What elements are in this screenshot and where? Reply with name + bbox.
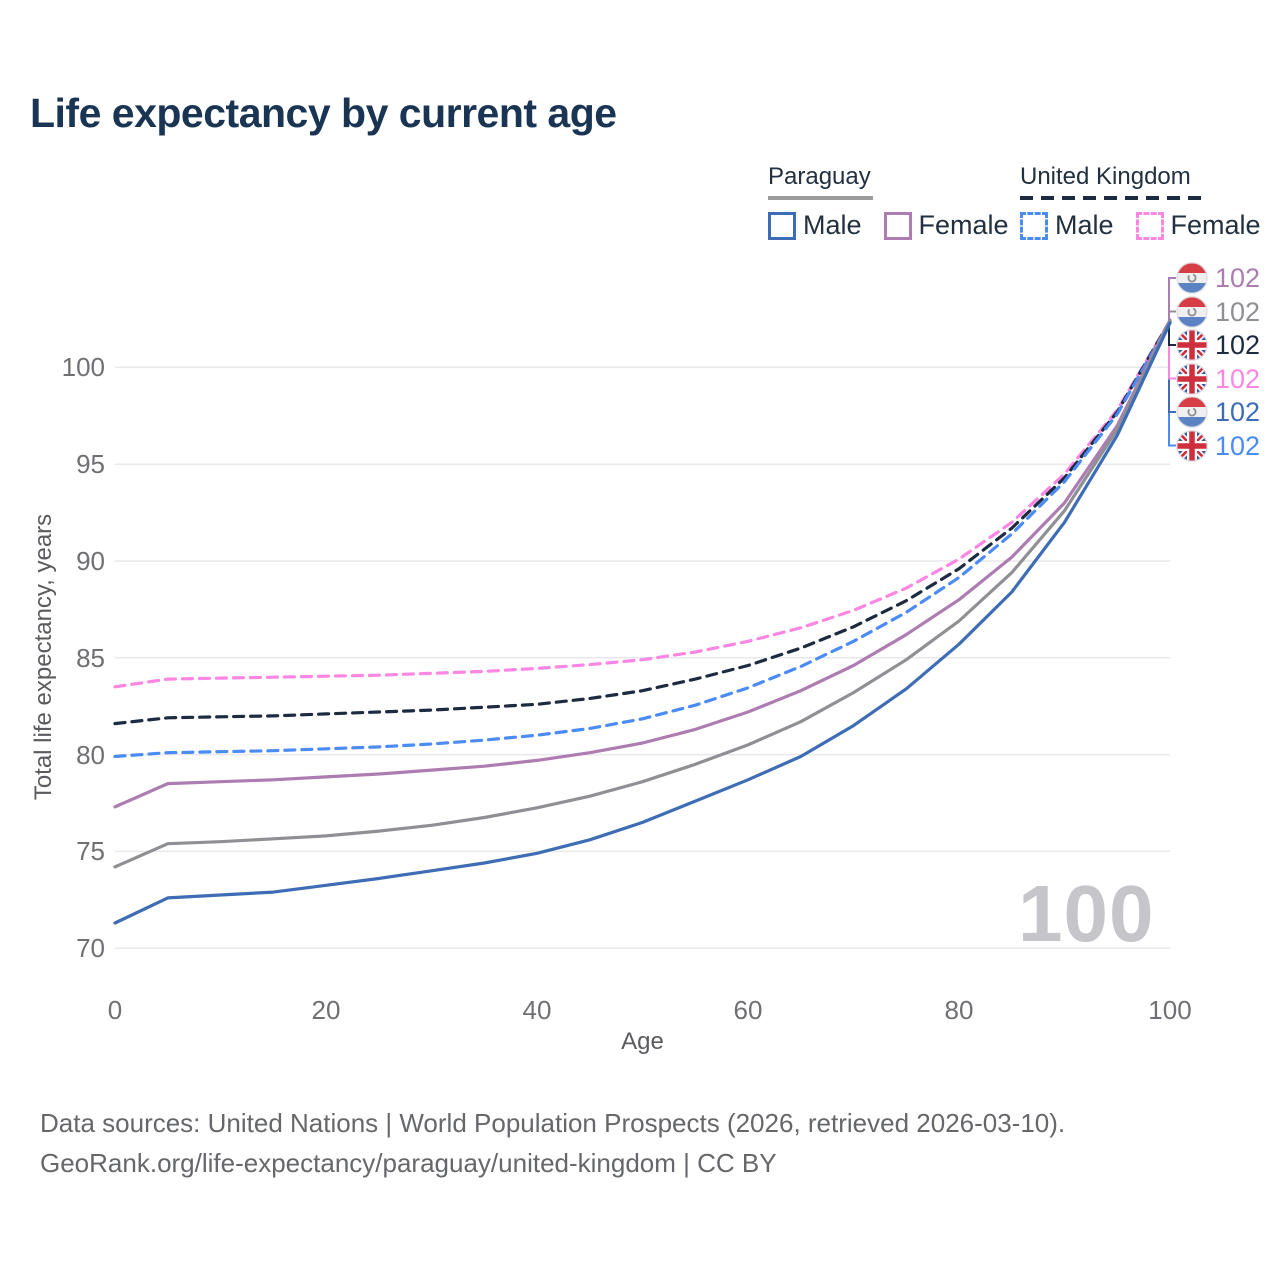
y-tick-label-70: 70 xyxy=(76,933,105,964)
leader-line-paraguay-male xyxy=(1168,321,1176,413)
x-tick-label-80: 80 xyxy=(944,995,974,1025)
legend-item-uk-male[interactable]: Male xyxy=(1020,210,1114,241)
uk-flag-icon xyxy=(1176,363,1208,394)
page-title: Life expectancy by current age xyxy=(30,90,617,136)
legend-item-label: Female xyxy=(918,210,1009,240)
legend-item-uk-female[interactable]: Female xyxy=(1135,210,1261,241)
legend-uk-underline xyxy=(1020,196,1206,200)
uk-flag-icon xyxy=(1176,430,1208,461)
legend-paraguay-title: Paraguay xyxy=(768,163,871,190)
legend-item-label: Female xyxy=(1170,210,1261,240)
series-line-paraguay-all[interactable] xyxy=(113,319,1172,869)
legend-paraguay: Paraguay Male Female xyxy=(768,163,1009,241)
x-tick-label-20: 20 xyxy=(311,995,341,1025)
leader-line-united_kingdom-male xyxy=(1168,321,1176,447)
end-label-value: 102 xyxy=(1215,363,1261,394)
series-line-united_kingdom-all[interactable] xyxy=(113,319,1172,726)
paraguay-flag-icon xyxy=(1176,296,1208,327)
x-axis-title: Age xyxy=(621,1028,664,1055)
legend-item-label: Male xyxy=(1055,210,1114,240)
end-label-row-paraguay-male: 102 xyxy=(1176,396,1260,428)
end-label-row-paraguay-all: 102 xyxy=(1176,296,1260,328)
end-label-row-united_kingdom-female: 102 xyxy=(1176,363,1260,395)
legend-item-paraguay-female[interactable]: Female xyxy=(883,210,1009,241)
y-tick-label-90: 90 xyxy=(76,546,105,576)
x-tick-label-100: 100 xyxy=(1148,995,1192,1025)
end-label-value: 102 xyxy=(1215,430,1261,461)
x-tick-label-0: 0 xyxy=(107,995,123,1025)
leader-line-united_kingdom-female xyxy=(1168,321,1176,380)
paraguay-flag-icon xyxy=(1176,262,1208,294)
series-line-united_kingdom-female[interactable] xyxy=(113,319,1172,689)
legend-item-paraguay-male[interactable]: Male xyxy=(768,210,862,241)
series-line-united_kingdom-male[interactable] xyxy=(113,320,1172,759)
legend-item-label: Male xyxy=(803,210,862,240)
leader-line-united_kingdom-all xyxy=(1168,321,1176,346)
y-tick-label-100: 100 xyxy=(61,352,105,383)
end-label-value: 102 xyxy=(1215,296,1261,327)
footer-data-sources: Data sources: United Nations | World Pop… xyxy=(40,1108,1066,1138)
leader-line-paraguay-female xyxy=(1168,277,1176,322)
y-tick-label-75: 75 xyxy=(76,836,105,867)
uk-male-swatch-icon xyxy=(1020,211,1048,240)
footer-attribution[interactable]: GeoRank.org/life-expectancy/paraguay/uni… xyxy=(40,1148,777,1178)
legend-paraguay-underline xyxy=(768,196,873,200)
current-age-indicator: 100 xyxy=(1018,869,1155,958)
end-label-value: 102 xyxy=(1215,397,1261,427)
end-label-row-united_kingdom-all: 102 xyxy=(1176,329,1260,361)
paraguay-male-swatch-icon xyxy=(768,211,796,240)
paraguay-female-swatch-icon xyxy=(883,211,912,240)
y-tick-label-85: 85 xyxy=(76,642,105,673)
end-label-row-paraguay-female: 102 xyxy=(1176,262,1260,294)
legend-uk-title: United Kingdom xyxy=(1020,163,1191,190)
y-tick-label-80: 80 xyxy=(76,739,105,770)
end-label-value: 102 xyxy=(1215,330,1261,360)
end-label-value: 102 xyxy=(1215,263,1261,293)
x-tick-label-60: 60 xyxy=(733,995,763,1025)
end-label-row-united_kingdom-male: 102 xyxy=(1176,430,1260,462)
series-line-paraguay-female[interactable] xyxy=(113,318,1172,809)
uk-flag-icon xyxy=(1176,329,1208,361)
x-tick-label-40: 40 xyxy=(522,995,552,1025)
series-line-paraguay-male[interactable] xyxy=(113,321,1172,925)
uk-female-swatch-icon xyxy=(1135,211,1164,240)
legend-united-kingdom: United Kingdom Male Female xyxy=(1020,163,1261,241)
paraguay-flag-icon xyxy=(1176,396,1208,428)
y-tick-label-95: 95 xyxy=(76,449,105,480)
